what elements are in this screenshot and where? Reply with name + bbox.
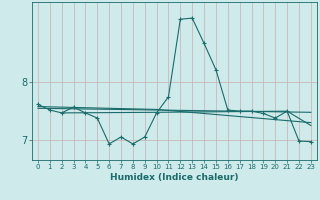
X-axis label: Humidex (Indice chaleur): Humidex (Indice chaleur) (110, 173, 239, 182)
